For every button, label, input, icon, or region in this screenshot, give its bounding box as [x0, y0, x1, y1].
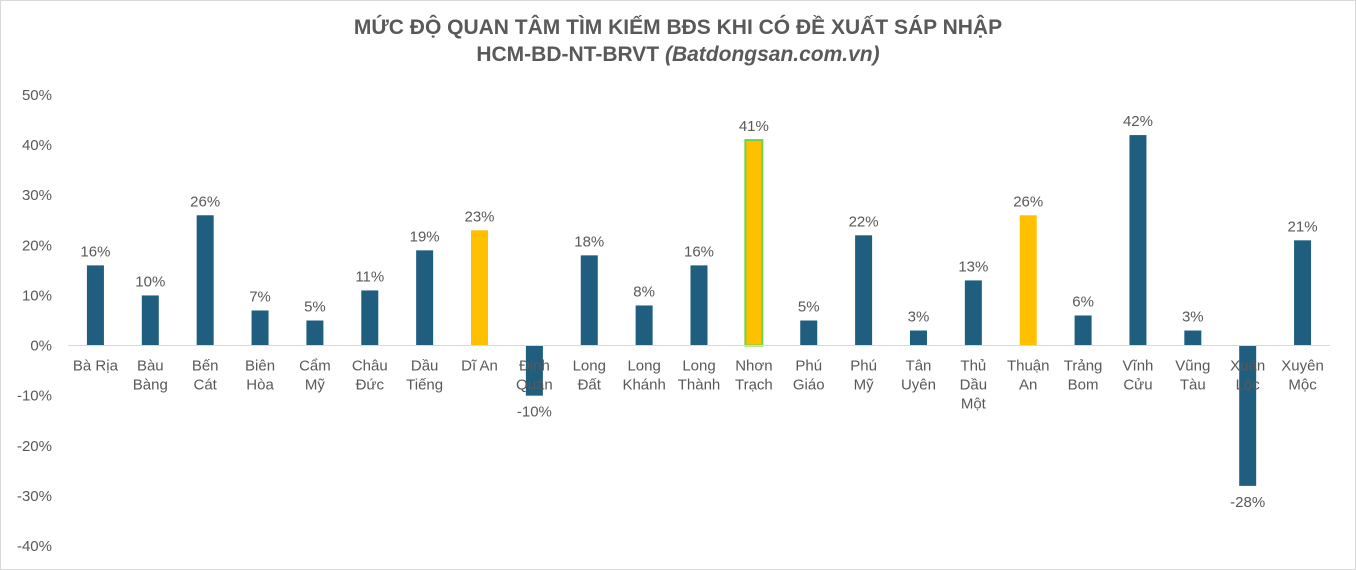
- data-label: 6%: [1072, 293, 1094, 310]
- x-tick-label: Trảng Bom: [1064, 358, 1103, 394]
- bar: [416, 250, 434, 346]
- data-label: 16%: [684, 243, 714, 260]
- data-label: 5%: [798, 299, 820, 316]
- data-label: 41%: [739, 118, 769, 135]
- bar: [141, 295, 159, 346]
- y-tick-label: 40%: [22, 137, 52, 154]
- x-tick-label: Long Thành: [678, 358, 721, 394]
- y-tick-label: 30%: [22, 187, 52, 204]
- chart-title-line2: HCM-BD-NT-BRVT (Batdongsan.com.vn): [0, 41, 1356, 68]
- data-label: 3%: [908, 309, 930, 326]
- data-label: 26%: [1013, 193, 1043, 210]
- data-label: 7%: [249, 288, 271, 305]
- y-tick-label: -20%: [17, 438, 52, 455]
- bar: [800, 320, 818, 346]
- chart-title: MỨC ĐỘ QUAN TÂM TÌM KIẾM BĐS KHI CÓ ĐỀ X…: [0, 14, 1356, 68]
- y-axis-tick-labels: 50% 40% 30% 20% 10% 0% -10% -20% -30% -40%: [17, 87, 52, 555]
- bar: [361, 290, 379, 346]
- data-label: 10%: [135, 273, 165, 290]
- y-tick-label: -40%: [17, 538, 52, 555]
- bar: [580, 255, 598, 346]
- bar: [1129, 135, 1147, 346]
- data-label: 23%: [465, 208, 495, 225]
- x-tick-label: Thủ Dầu Một: [960, 358, 988, 413]
- data-labels: 16% 10% 26% 7% 5% 11% 19% 23% -10% 18% 8% 16% 41% 5% 2…: [80, 113, 1317, 511]
- x-tick-label: Tân Uyên: [901, 358, 936, 394]
- x-tick-label: Xuân Lộc: [1230, 358, 1265, 394]
- bar: [1294, 240, 1312, 346]
- data-label: 19%: [410, 228, 440, 245]
- data-label: 16%: [80, 243, 110, 260]
- data-label: -28%: [1230, 494, 1265, 511]
- bar: [1074, 315, 1092, 346]
- bar: [744, 139, 764, 347]
- bar: [690, 265, 708, 346]
- x-tick-label: Phú Giáo: [793, 358, 825, 394]
- x-tick-label: Nhơn Trạch: [735, 358, 773, 394]
- x-tick-label: Châu Đức: [352, 358, 388, 394]
- x-tick-label: Dĩ An: [461, 358, 498, 375]
- data-label: -10%: [517, 404, 552, 421]
- x-tick-label: Bà Rịa: [73, 358, 119, 375]
- x-tick-label: Biên Hòa: [245, 358, 275, 394]
- y-tick-label: 20%: [22, 237, 52, 254]
- data-label: 18%: [574, 233, 604, 250]
- x-tick-label: Dầu Tiếng: [406, 358, 443, 394]
- chart-title-line1: MỨC ĐỘ QUAN TÂM TÌM KIẾM BĐS KHI CÓ ĐỀ X…: [353, 16, 1003, 39]
- data-label: 5%: [304, 299, 326, 316]
- y-tick-label: -30%: [17, 488, 52, 505]
- x-tick-label: Vũng Tàu: [1175, 358, 1210, 394]
- data-label: 26%: [190, 193, 220, 210]
- x-tick-label: Cẩm Mỹ: [299, 358, 331, 394]
- x-axis-category-labels: Bà Rịa Bàu Bàng Bến Cát Biên Hòa Cẩm Mỹ Châu Đức Dầ…: [73, 358, 1324, 413]
- bar: [525, 345, 543, 396]
- chart-subtitle: HCM-BD-NT-BRVT: [476, 43, 660, 66]
- data-label: 11%: [355, 268, 384, 285]
- y-tick-label: 50%: [22, 87, 52, 104]
- bar: [251, 310, 269, 346]
- bar: [1239, 345, 1257, 486]
- bar: [86, 265, 104, 346]
- bar: [471, 230, 489, 346]
- y-tick-label: 0%: [30, 338, 52, 355]
- bar: [635, 305, 653, 346]
- data-label: 42%: [1123, 113, 1153, 130]
- x-tick-label: Long Đất: [573, 358, 606, 394]
- bar: [1184, 330, 1202, 346]
- data-label: 8%: [633, 283, 655, 300]
- data-label: 22%: [849, 213, 879, 230]
- bar: [964, 280, 982, 346]
- x-tick-label: Long Khánh: [622, 358, 665, 394]
- bar-series: [86, 135, 1312, 486]
- bar: [909, 330, 927, 346]
- x-tick-label: Định Quán: [516, 358, 553, 394]
- y-tick-label: 10%: [22, 287, 52, 304]
- bar: [855, 235, 873, 346]
- data-label: 21%: [1288, 218, 1318, 235]
- x-tick-label: Bàu Bàng: [133, 358, 168, 394]
- chart-source: (Batdongsan.com.vn): [664, 43, 880, 66]
- data-label: 3%: [1182, 309, 1204, 326]
- x-tick-label: Phú Mỹ: [850, 358, 877, 394]
- bar: [1019, 215, 1037, 346]
- x-tick-label: Xuyên Mộc: [1281, 358, 1324, 394]
- data-label: 13%: [958, 258, 988, 275]
- x-tick-label: Bến Cát: [192, 358, 219, 394]
- x-tick-label: Thuận An: [1007, 358, 1050, 394]
- bar: [196, 215, 214, 346]
- y-tick-label: -10%: [17, 388, 52, 405]
- bar: [306, 320, 324, 346]
- x-tick-label: Vĩnh Cửu: [1123, 358, 1154, 394]
